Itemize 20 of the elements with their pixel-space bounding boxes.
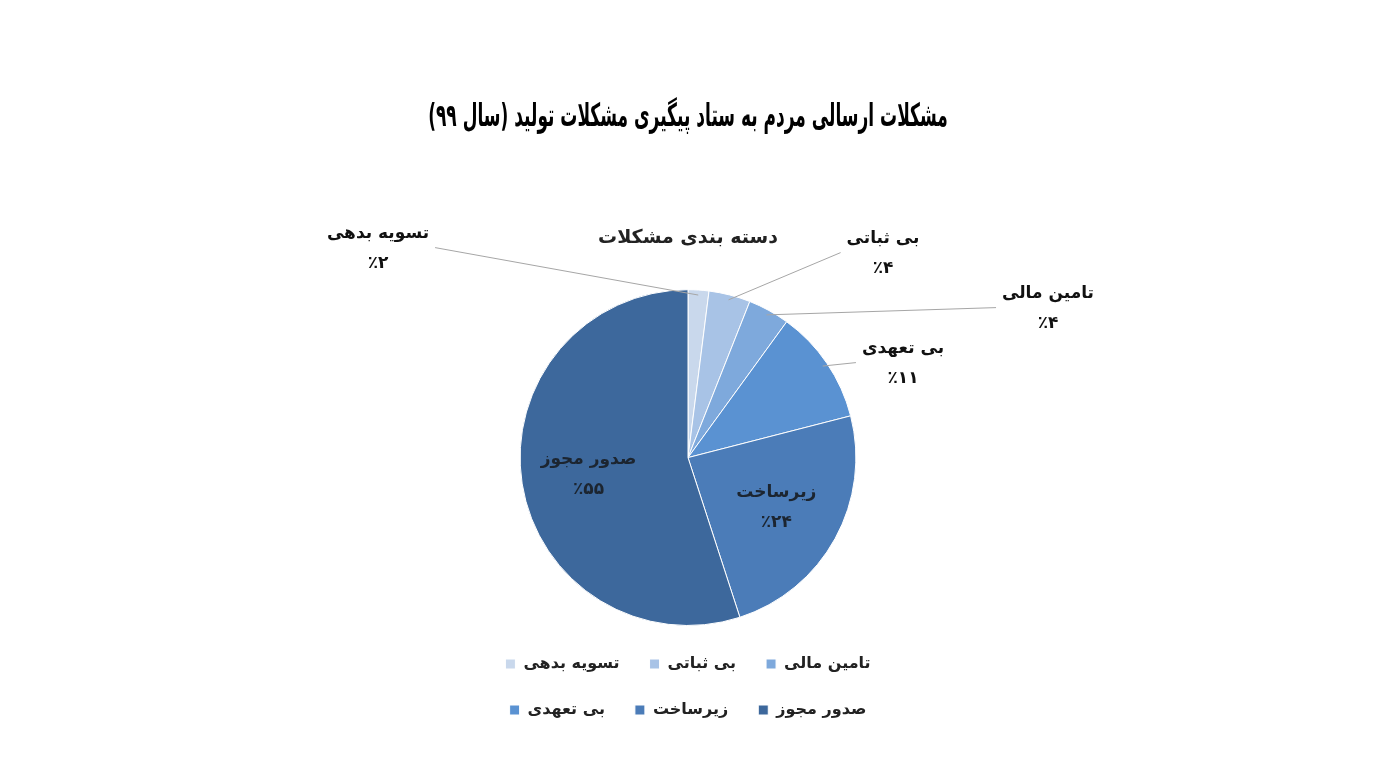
legend-label: صدور مجوز [775,699,867,719]
slice-label: زیرساخت [736,480,817,502]
legend-label: تسویه بدهی [523,653,620,673]
legend-label: تامین مالی [784,653,871,673]
legend-label: زیرساخت [652,699,729,719]
chart-title: مشکلات ارسالی مردم به ستاد پیگیری مشکلات تولید (سال ۹۹) [428,95,948,135]
slice-label: بی ثباتی [846,227,920,248]
slice-label: تسویه بدهی [326,222,430,244]
data-label: ٪۵۵ [572,477,605,498]
data-label: ٪۱۱ [887,367,919,388]
data-label: ٪۴ [1037,312,1059,333]
slice-label: تامین مالی [1002,282,1094,304]
slice-label: بی تعهدی [861,337,945,359]
data-label: ٪۲۴ [760,510,792,531]
data-label: ٪۴ [872,257,894,278]
legend-label: بی تعهدی [527,699,605,719]
slice-label: صدور مجوز [539,447,637,469]
chart-subtitle: دسته بندی مشکلات [598,224,779,247]
data-label: ٪۲ [367,252,389,273]
legend-label: بی ثباتی [667,653,737,673]
